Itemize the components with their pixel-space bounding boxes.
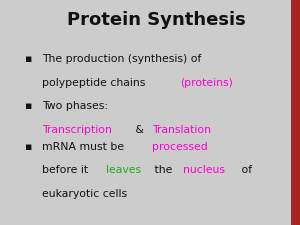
Text: ▪: ▪ <box>24 101 32 111</box>
Text: Two phases:: Two phases: <box>42 101 108 111</box>
Text: (proteins): (proteins) <box>180 78 233 88</box>
Text: &: & <box>132 125 148 135</box>
Text: Transcription: Transcription <box>42 125 112 135</box>
Text: mRNA must be: mRNA must be <box>42 142 128 152</box>
FancyBboxPatch shape <box>291 0 300 225</box>
Text: The production (synthesis) of: The production (synthesis) of <box>42 54 201 64</box>
Text: leaves: leaves <box>106 165 141 175</box>
Text: the: the <box>152 165 176 175</box>
Text: before it: before it <box>42 165 92 175</box>
Text: of: of <box>238 165 252 175</box>
Text: ▪: ▪ <box>24 142 32 152</box>
Text: Translation: Translation <box>152 125 211 135</box>
Text: processed: processed <box>152 142 208 152</box>
Text: Protein Synthesis: Protein Synthesis <box>67 11 245 29</box>
Text: nucleus: nucleus <box>184 165 226 175</box>
Text: ▪: ▪ <box>24 54 32 64</box>
Text: polypeptide chains: polypeptide chains <box>42 78 149 88</box>
Text: eukaryotic cells: eukaryotic cells <box>42 189 127 199</box>
